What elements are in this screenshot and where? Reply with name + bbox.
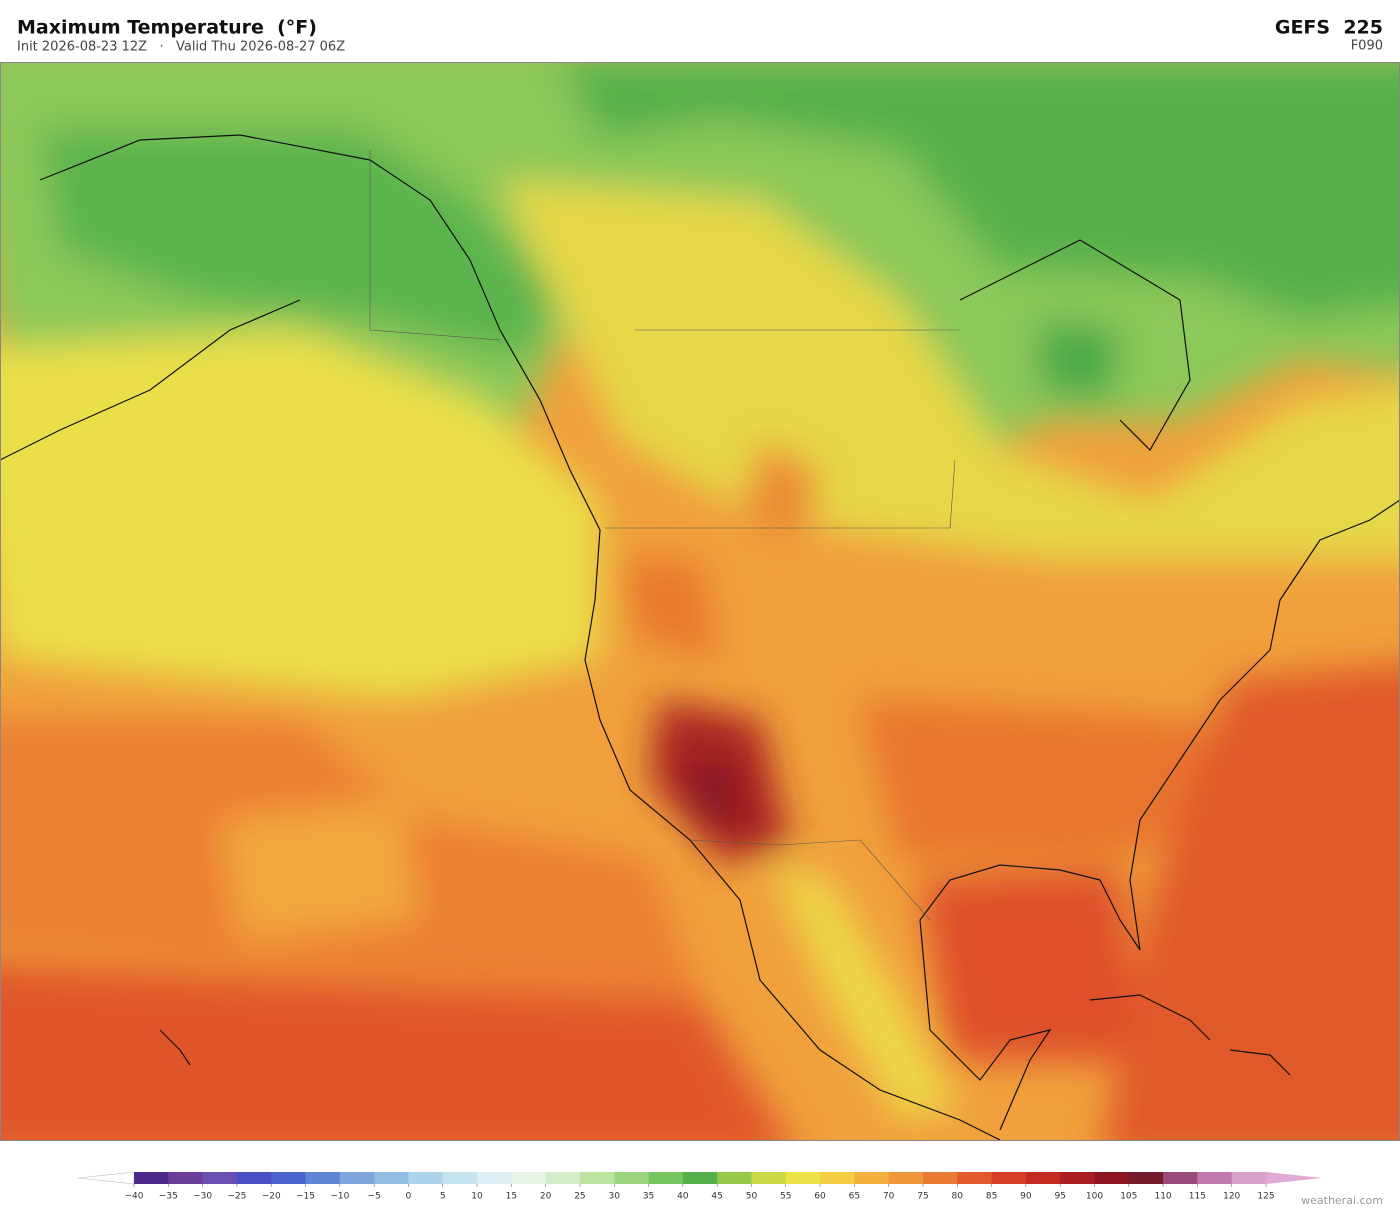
colorbar-tick-label: 100 (1086, 1192, 1103, 1202)
colorbar-tick-label: 0 (406, 1192, 412, 1202)
colorbar-tick-label: 15 (506, 1192, 517, 1202)
subtitle: Init 2026-08-23 12Z · Valid Thu 2026-08-… (17, 40, 345, 55)
colorbar-segment (374, 1172, 409, 1184)
colorbar-tick-label: 80 (952, 1192, 964, 1202)
colorbar-segment (820, 1172, 855, 1184)
colorbar-segment (785, 1172, 821, 1184)
colorbar-segment (1060, 1172, 1095, 1184)
colorbar-segment (957, 1172, 993, 1184)
colorbar-tick-label: 40 (677, 1192, 689, 1202)
colorbar-tick-label: −35 (159, 1192, 178, 1202)
colorbar-tick-label: 75 (917, 1192, 928, 1202)
colorbar-segment (236, 1172, 272, 1184)
colorbar-tick-label: −25 (227, 1192, 246, 1202)
colorbar-tick-label: 95 (1054, 1192, 1065, 1202)
colorbar-tick-label: 105 (1120, 1192, 1137, 1202)
colorbar-tick-label: 85 (986, 1192, 997, 1202)
title: Maximum Temperature (°F) (17, 17, 317, 39)
colorbar-tick-label: −40 (125, 1192, 144, 1202)
colorbar-extend-high (1266, 1172, 1322, 1184)
colorbar-segment (1231, 1172, 1267, 1184)
colorbar-tick-label: 65 (849, 1192, 860, 1202)
colorbar-tick-label: 120 (1223, 1192, 1240, 1202)
colorbar-tick-label: 55 (780, 1192, 791, 1202)
colorbar-tick-label: 125 (1257, 1192, 1274, 1202)
colorbar-tick-label: 5 (440, 1192, 446, 1202)
colorbar-segment (888, 1172, 924, 1184)
colorbar-segment (408, 1172, 444, 1184)
colorbar-segment (648, 1172, 684, 1184)
credit: weatherai.com (1301, 1194, 1383, 1207)
colorbar-segment (545, 1172, 581, 1184)
colorbar-tick-label: −5 (367, 1192, 380, 1202)
colorbar-segment (442, 1172, 478, 1184)
colorbar-tick-label: 50 (746, 1192, 758, 1202)
colorbar-segment (614, 1172, 650, 1184)
colorbar-segment (922, 1172, 958, 1184)
colorbar-segment (854, 1172, 890, 1184)
colorbar-tick-label: −20 (262, 1192, 281, 1202)
coastlines (0, 134, 1400, 1140)
colorbar-segment (1163, 1172, 1198, 1184)
colorbar-tick-label: 30 (609, 1192, 621, 1202)
model: GEFS 225 (1275, 17, 1383, 39)
colorbar-segment (339, 1172, 375, 1184)
colorbar-tick-label: 20 (540, 1192, 552, 1202)
forecast-hour: F090 (1351, 39, 1383, 54)
colorbar-segment (477, 1172, 512, 1184)
colorbar-tick-label: 115 (1189, 1192, 1206, 1202)
colorbar-segment (682, 1172, 718, 1184)
colorbar-segment (305, 1172, 341, 1184)
colorbar-segment (202, 1172, 238, 1184)
colorbar-tick-label: 35 (643, 1192, 654, 1202)
colorbar: −40 −35 −30 −25 −20 −15 −10 −5 0 5 10 15 20 25 30 35 40 4… (77, 1171, 1322, 1202)
colorbar-tick-label: 25 (574, 1192, 585, 1202)
colorbar-tick-label: 60 (814, 1192, 826, 1202)
colorbar-segment (717, 1172, 752, 1184)
colorbar-segment (511, 1172, 547, 1184)
map (0, 62, 1400, 1140)
colorbar-tick-label: 70 (883, 1192, 895, 1202)
colorbar-tick-label: 10 (471, 1192, 483, 1202)
colorbar-segment (1128, 1172, 1164, 1184)
colorbar-segment (1197, 1172, 1233, 1184)
colorbar-extend-low (77, 1171, 135, 1185)
colorbar-segment (751, 1172, 787, 1184)
colorbar-segment (168, 1172, 204, 1184)
colorbar-tick-label: −30 (193, 1192, 212, 1202)
colorbar-segment (991, 1172, 1027, 1184)
colorbar-segment (1094, 1172, 1130, 1184)
colorbar-segment (271, 1172, 307, 1184)
colorbar-tick-label: 90 (1020, 1192, 1032, 1202)
temperature-field (0, 62, 1400, 1140)
colorbar-tick-label: 110 (1154, 1192, 1171, 1202)
borders (369, 150, 960, 921)
colorbar-tick-label: −15 (296, 1192, 315, 1202)
colorbar-segment (134, 1172, 169, 1184)
colorbar-tick-label: 45 (711, 1192, 722, 1202)
colorbar-segment (579, 1172, 615, 1184)
colorbar-tick-label: −10 (330, 1192, 349, 1202)
colorbar-segment (1025, 1172, 1061, 1184)
